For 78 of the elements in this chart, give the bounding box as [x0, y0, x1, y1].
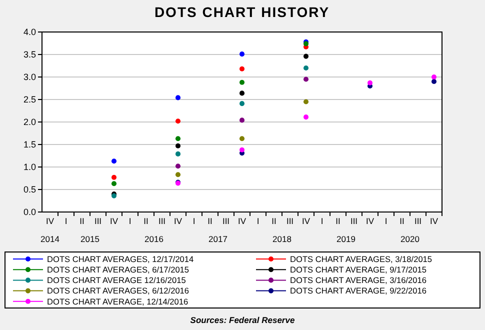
x-tick-label: III — [414, 216, 422, 226]
x-tick-label: III — [158, 216, 166, 226]
legend-label: DOTS CHART AVERAGES, 6/17/2015 — [47, 264, 190, 275]
y-tick-label: 3.0 — [23, 72, 36, 82]
x-tick-label: II — [144, 216, 148, 226]
point — [239, 90, 245, 96]
point — [239, 136, 245, 142]
point — [111, 174, 117, 180]
y-tick-label: 0.0 — [23, 207, 36, 218]
x-tick-label: I — [256, 216, 260, 226]
point — [303, 54, 309, 59]
legend-label: DOTS CHART AVERAGE, 9/17/2015 — [290, 264, 427, 275]
point — [303, 76, 309, 82]
source-note: Sources: Federal Reserve — [190, 315, 295, 325]
text: 2017 — [208, 234, 228, 244]
point — [367, 80, 373, 86]
y-tick-label: 2.0 — [23, 117, 36, 128]
y-tick-label: 0.5 — [23, 184, 36, 195]
point — [175, 164, 181, 169]
chart-title: DOTS CHART HISTORY — [154, 4, 330, 20]
x-tick-label: III — [350, 216, 358, 226]
legend-label: DOTS CHART AVERAGES, 3/18/2015 — [290, 254, 432, 264]
y-tick-label: 3.5 — [23, 50, 36, 60]
legend-label: DOTS CHART AVERAGE, 12/14/2016 — [47, 296, 188, 306]
x-tick-label: IV — [110, 216, 118, 226]
x-tick-label: III — [94, 216, 102, 226]
x-tick-label: II — [400, 216, 404, 226]
x-tick-label: II — [272, 216, 276, 226]
point — [239, 66, 245, 72]
x-tick-label: IV — [238, 216, 246, 226]
x-tick-label: II — [80, 216, 84, 226]
point — [175, 151, 181, 156]
legend-label: DOTS CHART AVERAGE, 3/16/2016 — [290, 275, 427, 286]
x-tick-label: I — [320, 216, 324, 226]
text: 2014 — [40, 234, 60, 244]
x-tick-label: I — [384, 216, 388, 226]
text: 2016 — [144, 234, 164, 244]
legend-label: DOTS CHART AVERAGES, 12/17/2014 — [47, 254, 194, 264]
point — [175, 95, 181, 100]
point — [239, 101, 245, 106]
point — [175, 143, 181, 148]
point — [303, 114, 309, 120]
text: 2018 — [272, 234, 292, 244]
x-tick-label: I — [64, 216, 68, 226]
point — [239, 80, 245, 85]
legend-label: DOTS CHART AVERAGE, 9/22/2016 — [290, 286, 427, 296]
point — [175, 118, 181, 124]
point — [303, 65, 309, 71]
x-tick-label: IV — [174, 216, 182, 226]
point — [431, 78, 437, 84]
point — [239, 118, 245, 123]
y-tick-label: 2.5 — [23, 94, 36, 105]
point — [239, 52, 245, 57]
x-tick-label: I — [128, 216, 132, 226]
x-tick-label: III — [222, 216, 230, 226]
y-tick-label: 4.0 — [23, 27, 36, 38]
x-tick-label: II — [208, 216, 212, 226]
legend-label: DOTS CHART AVERAGES, 6/12/2016 — [47, 286, 190, 296]
x-tick-label: IV — [430, 216, 438, 226]
point — [111, 181, 117, 186]
x-tick-label: II — [336, 216, 340, 226]
point — [303, 99, 309, 104]
point — [239, 147, 245, 152]
x-tick-label: III — [286, 216, 294, 226]
x-tick-label: IV — [366, 216, 374, 226]
x-tick-label: IV — [302, 216, 310, 226]
point — [431, 74, 437, 80]
point — [175, 136, 181, 142]
text: 2019 — [336, 234, 356, 244]
x-tick-label: IV — [46, 216, 54, 226]
point — [111, 158, 117, 164]
text: 2015 — [80, 234, 100, 244]
point — [175, 172, 181, 178]
legend-label: DOTS CHART AVERAGE 12/16/2015 — [47, 275, 186, 286]
x-tick-label: I — [192, 216, 196, 226]
text: 2020 — [400, 234, 420, 244]
y-tick-label: 1.0 — [23, 162, 36, 172]
y-tick-label: 1.5 — [23, 140, 36, 150]
